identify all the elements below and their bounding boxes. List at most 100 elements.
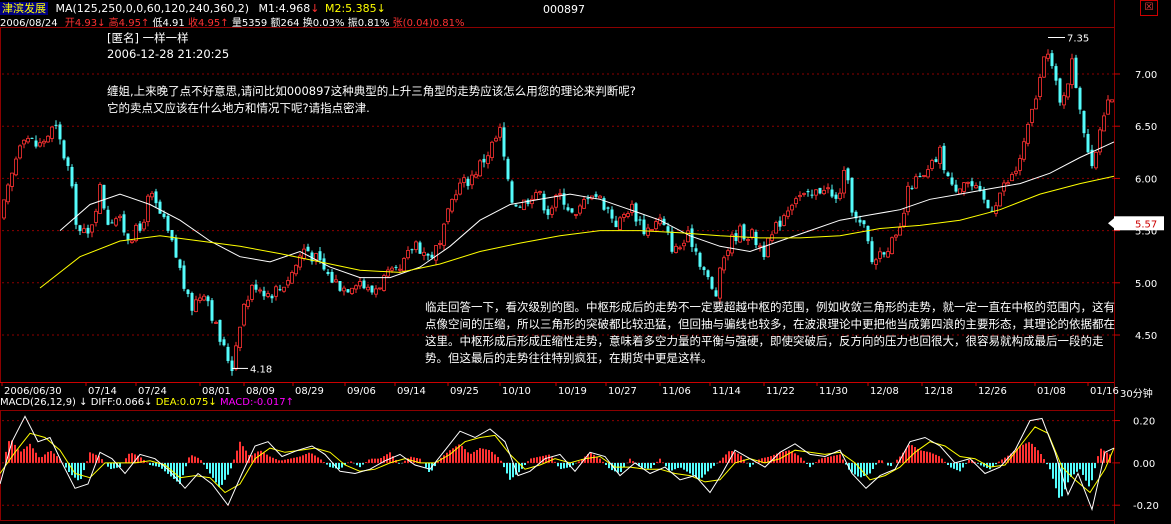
date-axis: 2006/06/30 07/14 07/24 08/01 08/09 08/29 09/06… <box>0 382 1119 397</box>
candle-body <box>298 255 302 268</box>
candle-body <box>126 233 130 240</box>
candle-body <box>214 322 218 324</box>
price-tick-label: 4.50 <box>1135 331 1157 342</box>
candle-body <box>198 297 202 301</box>
arrow-down-icon: ↓ <box>144 397 153 408</box>
candle-body <box>226 346 230 361</box>
candle-body <box>90 224 94 233</box>
candle-body <box>510 181 514 203</box>
period-label[interactable]: 30分钟 <box>1120 389 1153 400</box>
date-tick-label: 09/25 <box>450 386 479 397</box>
post-author: [匿名] 一样一样 <box>107 31 189 45</box>
candle-body <box>46 135 50 143</box>
post-question: 缠姐,上来晚了点不好意思,请问比如000897这种典型的上升三角型的走势应该怎么… <box>107 84 636 115</box>
candle-body <box>110 222 114 224</box>
candle-body <box>374 288 378 295</box>
price-tick-label: 6.50 <box>1135 122 1157 133</box>
ma-line-white <box>59 141 1115 279</box>
date-tick-label: 08/09 <box>246 386 275 397</box>
candle-body <box>962 182 966 192</box>
price-axis: 7.00 6.50 6.00 5.50 5.00 4.50 5.57 <box>1108 70 1164 342</box>
candle-body <box>114 218 118 226</box>
candle-body <box>982 190 986 200</box>
candle-body <box>838 192 842 200</box>
candle-body <box>422 251 426 256</box>
candle-body <box>738 225 742 243</box>
candle-body <box>86 227 90 234</box>
candle-body <box>522 199 526 210</box>
candle-body <box>526 199 530 204</box>
candle-body <box>482 158 486 163</box>
candle-body <box>670 231 674 252</box>
candle-body <box>882 252 886 255</box>
candle-body <box>250 284 254 300</box>
candle-body <box>466 178 470 186</box>
high-marker-label: 7.35 <box>1067 33 1089 44</box>
candle-body <box>566 207 570 211</box>
candle-body <box>230 360 234 372</box>
candle-body <box>902 212 906 227</box>
close-label: 收 <box>187 18 198 29</box>
candle-body <box>382 275 386 291</box>
close-window-button[interactable]: ☒ <box>1140 0 1158 16</box>
candle-body <box>150 192 154 198</box>
candle-body <box>918 176 922 178</box>
candle-body <box>162 213 166 218</box>
candle-body <box>686 230 690 243</box>
candle-body <box>470 174 474 186</box>
candle-body <box>1034 98 1038 110</box>
candle-body <box>974 185 978 189</box>
arrow-down-icon: ↓ <box>376 2 386 15</box>
date-tick-label: 11/22 <box>766 386 795 397</box>
current-price-pointer <box>1108 218 1114 229</box>
stock-name[interactable]: 津滨发展 <box>0 2 48 15</box>
macd-name: MACD <box>0 397 30 408</box>
candle-body <box>870 241 874 263</box>
candle-body <box>490 141 494 158</box>
candle-body <box>82 228 86 233</box>
date-tick-label: 10/10 <box>502 386 531 397</box>
candle-body <box>142 221 146 230</box>
candle-body <box>950 177 954 185</box>
candle-body <box>14 158 18 176</box>
candle-body <box>1026 123 1030 144</box>
macd-tick-label: -0.20 <box>1133 501 1159 512</box>
candle-body <box>242 303 246 326</box>
candle-body <box>494 137 498 142</box>
candle-body <box>174 237 178 258</box>
dea-label: DEA: <box>155 397 180 408</box>
candle-body <box>394 266 398 268</box>
candle-body <box>750 229 754 238</box>
candle-body <box>106 209 110 225</box>
candle-body <box>818 187 822 194</box>
candle-body <box>26 138 30 143</box>
candle-body <box>1066 83 1070 98</box>
candle-body <box>386 269 390 277</box>
price-tick-label: 5.00 <box>1135 279 1157 290</box>
candle-body <box>926 169 930 178</box>
candle-body <box>1054 66 1058 81</box>
candle-body <box>546 209 550 215</box>
indicator-header: 津滨发展 MA(125,250,0,0,60,120,240,360,2) M1… <box>0 0 386 16</box>
candle-body <box>866 225 870 242</box>
candle-body <box>54 124 58 126</box>
candle-body <box>898 227 902 236</box>
candle-body <box>930 160 934 169</box>
date-tick-label: 11/14 <box>712 386 741 397</box>
candle-body <box>66 157 70 166</box>
candle-body <box>994 205 998 214</box>
candle-body <box>1050 53 1054 67</box>
candle-body <box>1110 99 1114 103</box>
candle-body <box>74 184 78 225</box>
candle-body <box>22 139 26 145</box>
candle-body <box>630 203 634 213</box>
dea-value: 0.075 <box>179 397 209 408</box>
candle-body <box>178 259 182 268</box>
date-tick-label: 09/14 <box>397 386 426 397</box>
candle-body <box>622 214 626 218</box>
candle-body <box>138 223 142 231</box>
candle-body <box>774 222 778 234</box>
candle-body <box>42 140 46 144</box>
candle-body <box>894 234 898 238</box>
